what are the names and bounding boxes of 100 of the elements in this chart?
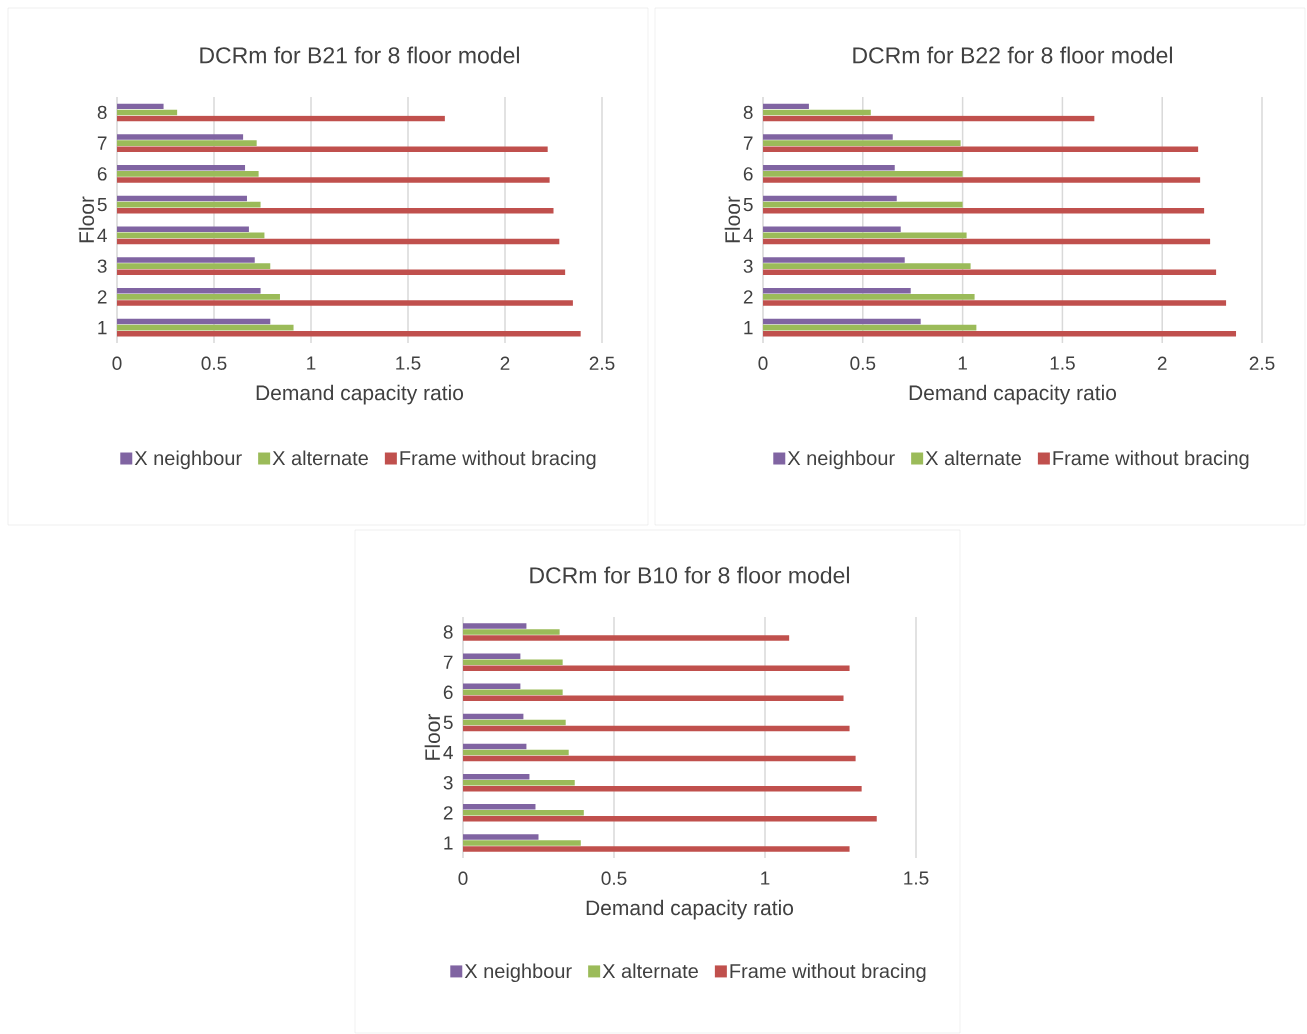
legend-label: Frame without bracing: [400, 450, 596, 470]
legend-label: X neighbour: [787, 450, 895, 470]
legend-label: X neighbour: [464, 963, 572, 983]
bar: [463, 725, 850, 732]
bar: [117, 300, 573, 306]
y-axis-title: Floor: [724, 196, 741, 243]
bar: [463, 834, 539, 840]
bar: [463, 755, 856, 762]
y-tick-label: 6: [443, 685, 453, 700]
x-tick-label: 2.5: [1249, 356, 1275, 370]
y-tick-label: 2: [743, 290, 753, 304]
bar: [763, 134, 893, 140]
bar: [463, 659, 563, 665]
legend-label: Frame without bracing: [730, 963, 926, 983]
y-tick-label: 1: [444, 836, 453, 850]
bar: [117, 257, 255, 263]
x-tick-label: 0.5: [201, 356, 227, 370]
bar: [117, 177, 550, 183]
y-tick-label: 4: [443, 746, 453, 760]
bar: [763, 287, 911, 294]
bar: [763, 171, 963, 177]
x-tick-label: 0.5: [601, 871, 627, 885]
y-tick-label: 2: [97, 290, 107, 304]
y-tick-label: 2: [443, 806, 453, 820]
legend-label: Frame without bracing: [1053, 450, 1249, 470]
y-tick-label: 8: [97, 105, 107, 120]
y-tick-label: 4: [743, 228, 753, 242]
y-tick-label: 1: [744, 321, 753, 335]
y-tick-label: 7: [443, 655, 453, 669]
bar: [763, 257, 905, 263]
x-tick-label: 0: [758, 356, 768, 370]
bar: [463, 804, 536, 810]
bar: [463, 629, 560, 635]
x-axis-title: Demand capacity ratio: [909, 384, 1117, 405]
y-tick-label: 6: [743, 167, 753, 181]
x-tick-label: 2.5: [589, 356, 615, 370]
legend-label: X neighbour: [134, 450, 242, 470]
x-tick-label: 0: [112, 356, 122, 370]
bar: [463, 779, 575, 786]
y-tick-label: 3: [97, 259, 107, 273]
x-tick-label: 1.5: [396, 356, 421, 370]
y-tick-label: 8: [443, 625, 453, 639]
bar: [763, 164, 895, 171]
bar: [763, 330, 1237, 337]
bar: [463, 665, 850, 671]
bar: [763, 263, 971, 269]
bar: [463, 840, 581, 846]
bar: [763, 226, 901, 233]
bar: [117, 171, 259, 177]
chart-title: DCRm for B22 for 8 floor model: [853, 46, 1172, 64]
bar: [463, 695, 844, 702]
y-tick-label: 1: [98, 321, 107, 335]
bar: [763, 294, 975, 300]
x-tick-label: 2: [500, 356, 510, 370]
y-tick-label: 5: [743, 198, 753, 212]
bar: [117, 226, 249, 233]
y-tick-label: 4: [97, 228, 107, 242]
bar: [117, 263, 271, 269]
bar: [117, 330, 581, 337]
bar: [117, 146, 548, 153]
x-axis-title: Demand capacity ratio: [256, 384, 464, 405]
y-tick-label: 3: [443, 775, 453, 790]
y-tick-label: 5: [97, 198, 107, 212]
bar: [763, 207, 1205, 214]
bar: [463, 785, 862, 792]
bar: [463, 816, 877, 822]
x-tick-label: 0.5: [850, 356, 876, 370]
bar: [763, 140, 961, 146]
bar: [117, 134, 244, 140]
chart-title: DCRm for B21 for 8 floor model: [200, 46, 519, 64]
bar: [117, 207, 554, 214]
legend-label: X alternate: [272, 450, 368, 466]
bar: [117, 164, 246, 171]
bar: [117, 287, 261, 294]
bar: [463, 635, 790, 641]
bar: [463, 689, 563, 696]
y-tick-label: 6: [97, 167, 107, 181]
x-tick-label: 1: [307, 356, 316, 370]
x-axis-title: Demand capacity ratio: [586, 899, 794, 920]
chart-title: DCRm for B10 for 8 floor model: [530, 566, 849, 584]
x-tick-label: 1.5: [1050, 356, 1075, 370]
legend-label: X alternate: [602, 963, 698, 979]
bar: [463, 653, 521, 659]
bar: [763, 300, 1227, 306]
x-tick-label: 1: [761, 871, 770, 885]
legend-label: X alternate: [925, 450, 1021, 466]
bar: [463, 846, 850, 852]
y-tick-label: 3: [743, 259, 753, 273]
y-tick-label: 7: [743, 136, 753, 150]
y-tick-label: 5: [443, 715, 453, 730]
bar: [117, 269, 566, 276]
bar: [763, 177, 1201, 183]
bar: [763, 146, 1199, 153]
bar: [763, 269, 1217, 276]
y-tick-label: 8: [743, 105, 753, 120]
bar: [463, 623, 527, 629]
y-axis-title: Floor: [78, 196, 95, 243]
bar: [117, 294, 280, 300]
bar: [463, 749, 569, 756]
x-tick-label: 2: [1157, 356, 1167, 370]
